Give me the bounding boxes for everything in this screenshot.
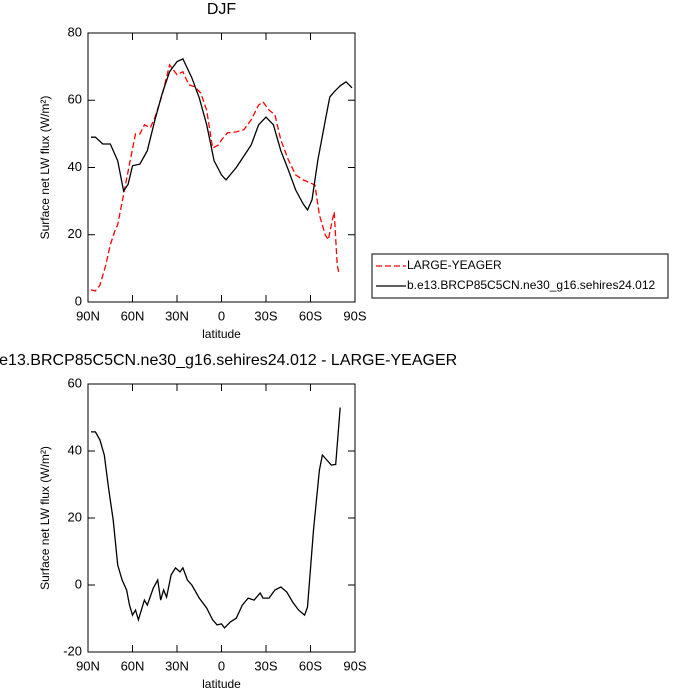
y-tick-label: 20	[68, 509, 82, 524]
y-tick-label: 20	[68, 226, 82, 241]
x-tick-label: 90N	[76, 658, 100, 673]
legend-box	[371, 253, 669, 299]
x-tick-label: 30S	[254, 308, 277, 323]
legend-label: LARGE-YEAGER	[407, 258, 502, 272]
x-tick-label: 30S	[254, 658, 277, 673]
x-axis-label: latitude	[202, 677, 241, 691]
x-tick-label: 30N	[165, 308, 189, 323]
x-tick-label: 0	[218, 658, 225, 673]
y-tick-label: 80	[68, 24, 82, 39]
x-axis-label: latitude	[202, 327, 241, 341]
series-line	[91, 407, 341, 629]
y-tick-label: 60	[68, 92, 82, 107]
x-tick-label: 0	[218, 308, 225, 323]
series-line	[91, 58, 353, 212]
y-tick-label: 0	[75, 576, 82, 591]
x-tick-label: 90S	[343, 308, 366, 323]
y-tick-label: 0	[75, 293, 82, 308]
x-tick-label: 30N	[165, 658, 189, 673]
x-tick-label: 60S	[299, 658, 322, 673]
x-tick-label: 90N	[76, 308, 100, 323]
series-line	[90, 63, 340, 292]
y-tick-label: 40	[68, 159, 82, 174]
y-tick-label: 40	[68, 442, 82, 457]
plot-frame	[87, 32, 356, 303]
legend-label: b.e13.BRCP85C5CN.ne30_g16.sehires24.012	[407, 278, 655, 292]
chart-title: b.e13.BRCP85C5CN.ne30_g16.sehires24.012 …	[0, 352, 457, 369]
y-tick-label: -20	[63, 643, 82, 658]
chart-title: DJF	[207, 1, 237, 18]
y-axis-label: Surface net LW flux (W/m²)	[38, 446, 52, 590]
x-tick-label: 60N	[121, 308, 145, 323]
y-axis-label: Surface net LW flux (W/m²)	[38, 96, 52, 240]
y-tick-label: 60	[68, 375, 82, 390]
x-tick-label: 90S	[343, 658, 366, 673]
x-tick-label: 60N	[121, 658, 145, 673]
x-tick-label: 60S	[299, 308, 322, 323]
